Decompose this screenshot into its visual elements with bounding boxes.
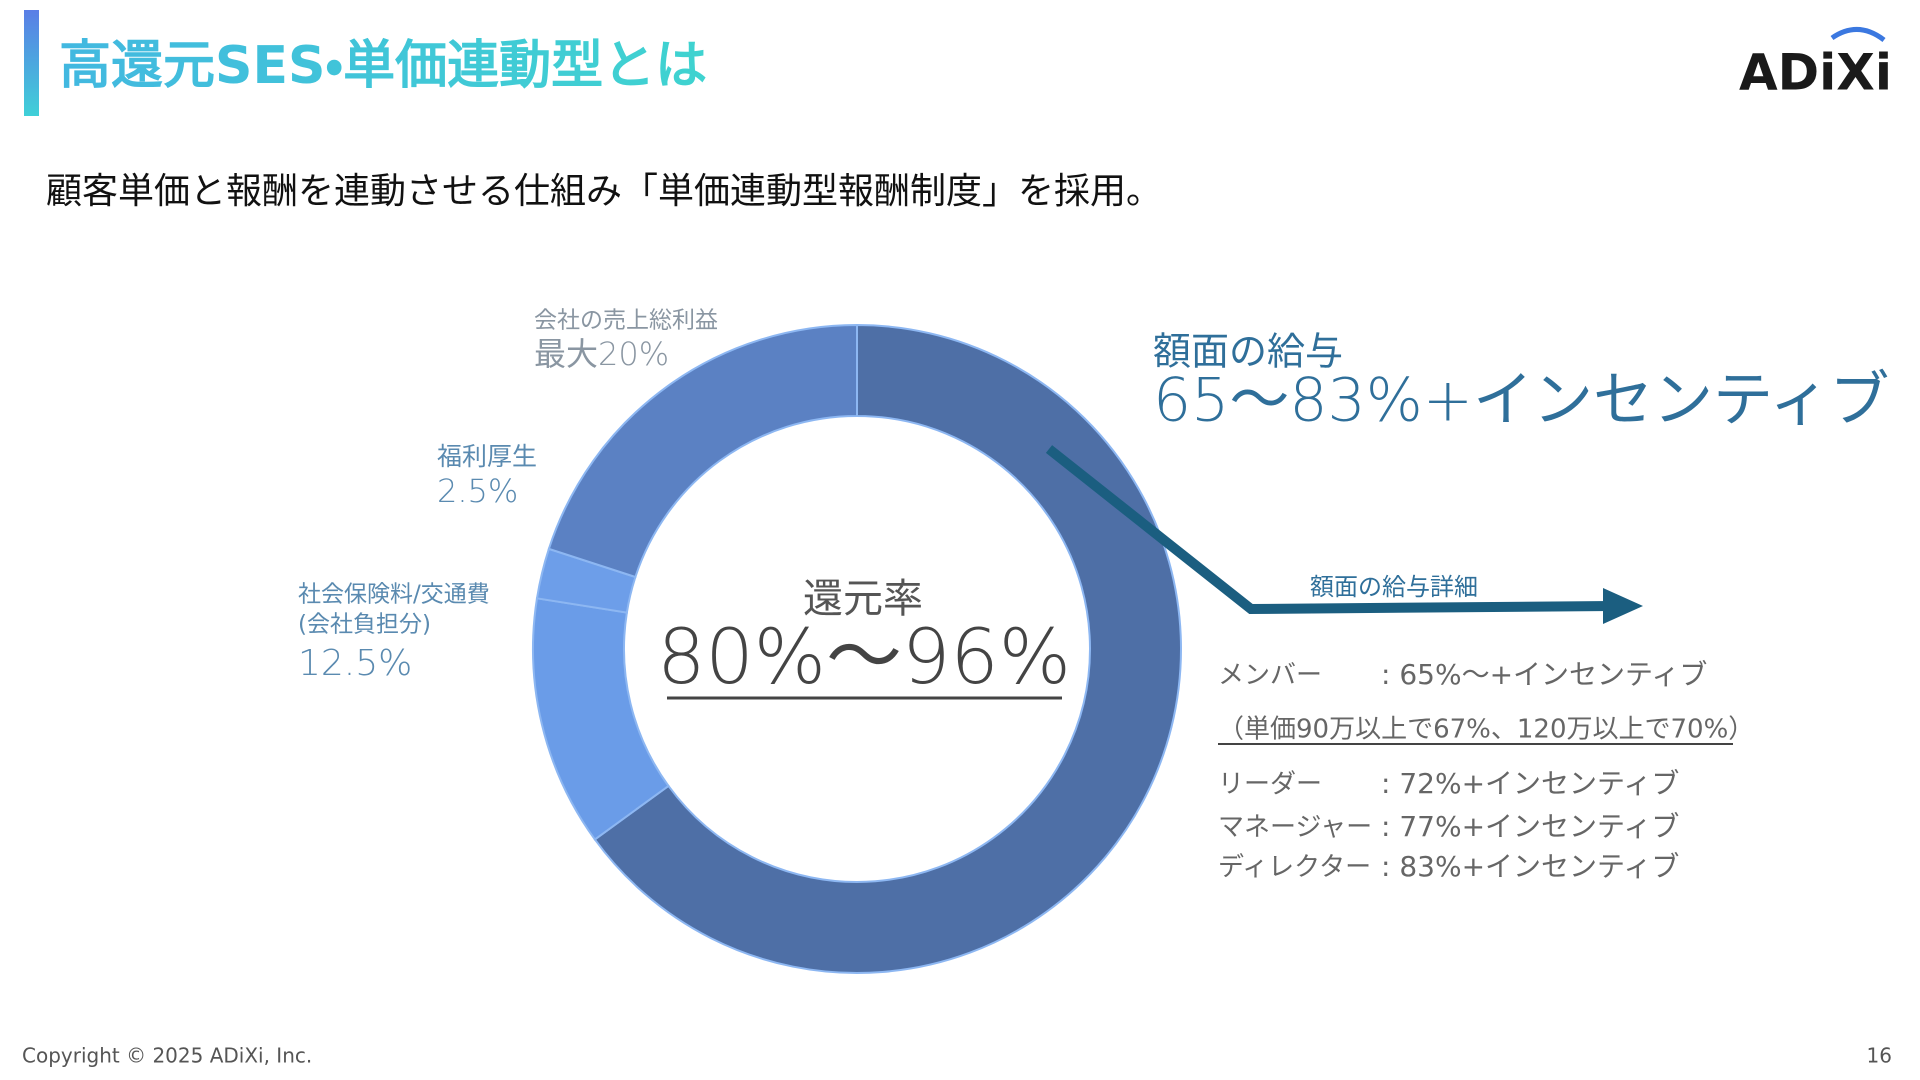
- detail-role: リーダー: [1218, 770, 1322, 800]
- donut-segment: [547, 323, 858, 579]
- detail-role: ディレクター: [1218, 853, 1371, 883]
- center-title: 還元率: [803, 576, 923, 622]
- arrow: [1045, 445, 1613, 615]
- segment-value-label: 最大20%: [534, 335, 669, 373]
- detail-role: （単価90万以上で67%、120万以上で70%）: [1218, 715, 1754, 745]
- logo-arc: [1830, 27, 1886, 43]
- arrow-head: [1603, 588, 1643, 624]
- segment-value-label: 65〜83%+インセンティブ: [1153, 366, 1889, 436]
- title-bar: [24, 10, 39, 116]
- page-number: 16: [1867, 1044, 1892, 1068]
- detail-value: : 65%〜+インセンティブ: [1381, 658, 1707, 691]
- title: 高還元SES・単価連動型とは: [59, 36, 707, 96]
- copyright: Copyright © 2025 ADiXi, Inc.: [22, 1044, 312, 1068]
- detail-role: メンバー: [1218, 661, 1322, 691]
- segment-label: 福利厚生: [437, 442, 537, 471]
- subtitle: 顧客単価と報酬を連動させる仕組み「単価連動型報酬制度」を採用。: [46, 171, 1162, 212]
- segment-value-label: 2.5%: [437, 472, 518, 510]
- segment-value-label: 12.5%: [298, 643, 412, 684]
- donut-chart: [532, 323, 1182, 974]
- detail-value: : 83%+インセンティブ: [1381, 850, 1679, 883]
- detail-title: 額面の給与詳細: [1310, 573, 1478, 601]
- segment-label: 額面の給与: [1153, 330, 1343, 374]
- segment-note: (会社負担分): [298, 612, 431, 638]
- donut-segment: [593, 323, 1182, 974]
- detail-value: : 77%+インセンティブ: [1381, 810, 1679, 843]
- detail-value: : 72%+インセンティブ: [1381, 767, 1679, 800]
- segment-label: 会社の売上総利益: [534, 308, 718, 334]
- detail-list: メンバー : 65%〜+インセンティブ （単価90万以上で67%、120万以上で70…: [1218, 658, 1754, 883]
- logo: ADiXi: [1739, 44, 1892, 102]
- segment-label: 社会保険料/交通費: [298, 582, 490, 608]
- center-value: 80%〜96%: [657, 612, 1071, 701]
- detail-role: マネージャー: [1218, 813, 1372, 843]
